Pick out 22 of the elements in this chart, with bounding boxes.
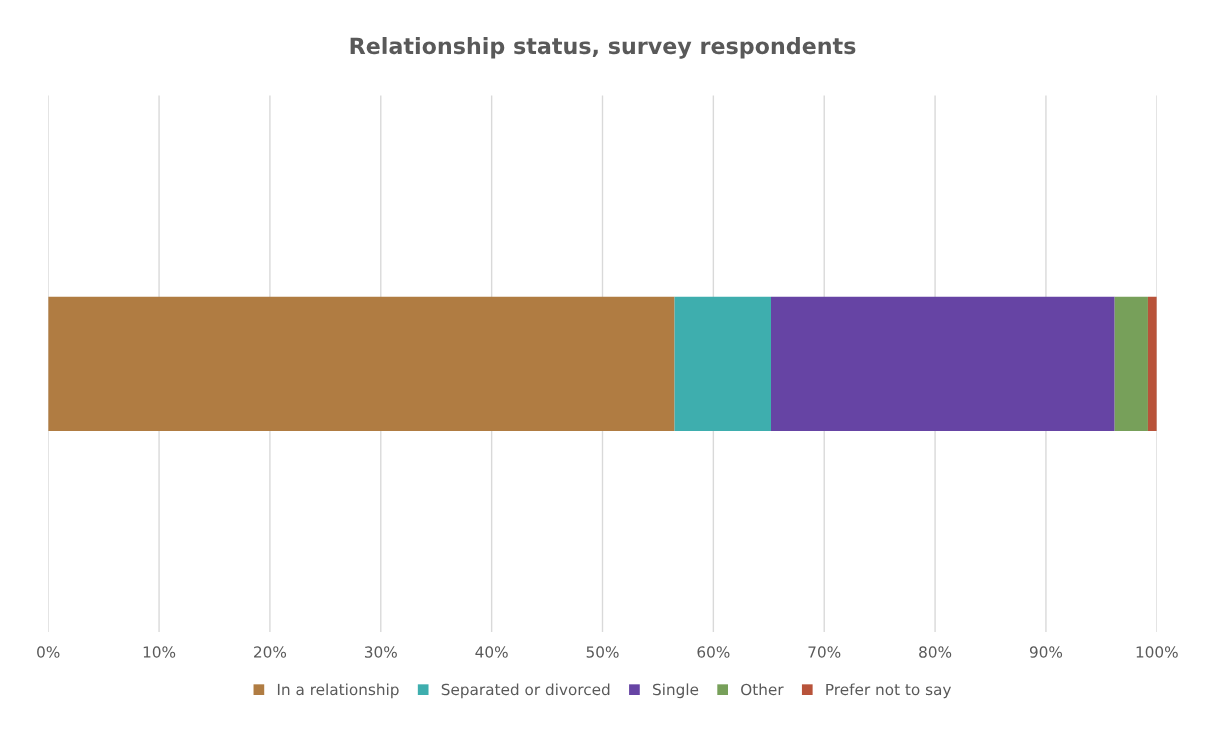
chart-title: Relationship status, survey respondents bbox=[350, 37, 856, 59]
x-tick-label: 70% bbox=[808, 646, 841, 658]
x-tick-label: 50% bbox=[586, 646, 619, 658]
x-tick-label: 20% bbox=[254, 646, 287, 658]
legend-label: In a relationship bbox=[277, 683, 399, 699]
x-tick-label: 0% bbox=[37, 646, 60, 658]
legend-label: Separated or divorced bbox=[441, 683, 610, 699]
x-tick-label: 40% bbox=[475, 646, 508, 658]
legend-label: Single bbox=[653, 683, 699, 699]
bar bbox=[48, 296, 675, 431]
bar bbox=[674, 296, 772, 431]
x-tick-label: 80% bbox=[919, 646, 952, 658]
legend-label: Other bbox=[741, 683, 784, 696]
bar bbox=[1114, 296, 1148, 431]
bar bbox=[1147, 296, 1157, 431]
x-tick-label: 60% bbox=[697, 646, 730, 658]
x-tick-label: 30% bbox=[364, 646, 397, 658]
legend-label: Prefer not to say bbox=[826, 683, 952, 699]
x-tick-label: 100% bbox=[1136, 646, 1178, 658]
x-tick-label: 10% bbox=[143, 646, 176, 658]
x-tick-label: 90% bbox=[1029, 646, 1063, 658]
bar bbox=[771, 296, 1115, 431]
